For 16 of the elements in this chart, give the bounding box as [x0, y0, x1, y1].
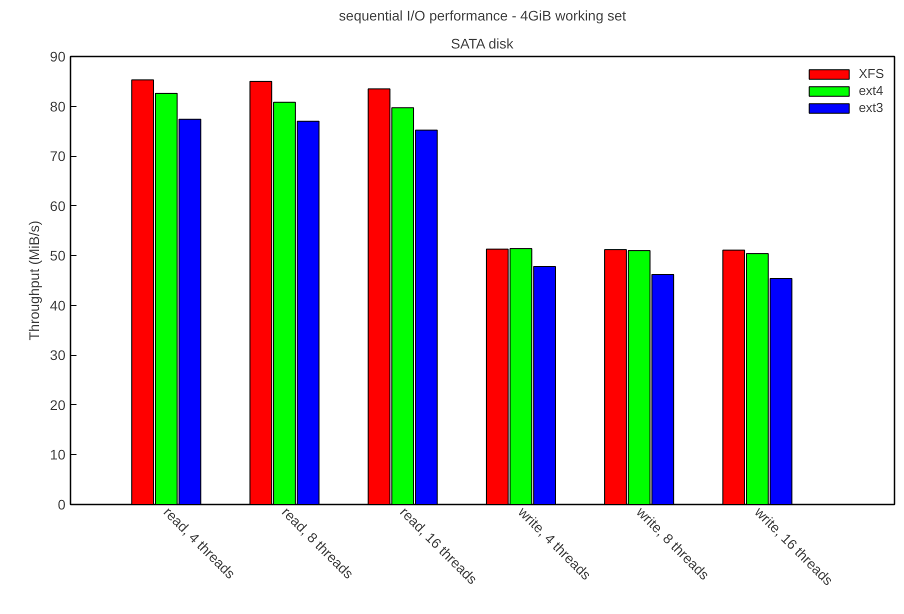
y-tick-label: 50 — [50, 248, 66, 264]
chart-title: sequential I/O performance - 4GiB working set — [338, 8, 626, 24]
y-tick-label: 60 — [50, 198, 66, 214]
y-tick-label: 90 — [50, 48, 66, 64]
legend-label: ext3 — [858, 100, 884, 115]
y-tick-label: 70 — [50, 148, 66, 164]
legend-label: ext4 — [858, 83, 884, 98]
y-tick-label: 40 — [50, 297, 66, 314]
y-tick-label: 10 — [50, 446, 66, 463]
y-tick-label: 0 — [58, 496, 66, 512]
chart-subtitle: SATA disk — [450, 36, 514, 52]
y-tick-label: 80 — [50, 98, 66, 114]
y-tick-label: 20 — [50, 396, 66, 413]
y-axis-title: Throughput (MiB/s) — [26, 220, 42, 340]
legend-label: XFS — [858, 66, 884, 81]
y-tick-label: 30 — [50, 347, 66, 364]
